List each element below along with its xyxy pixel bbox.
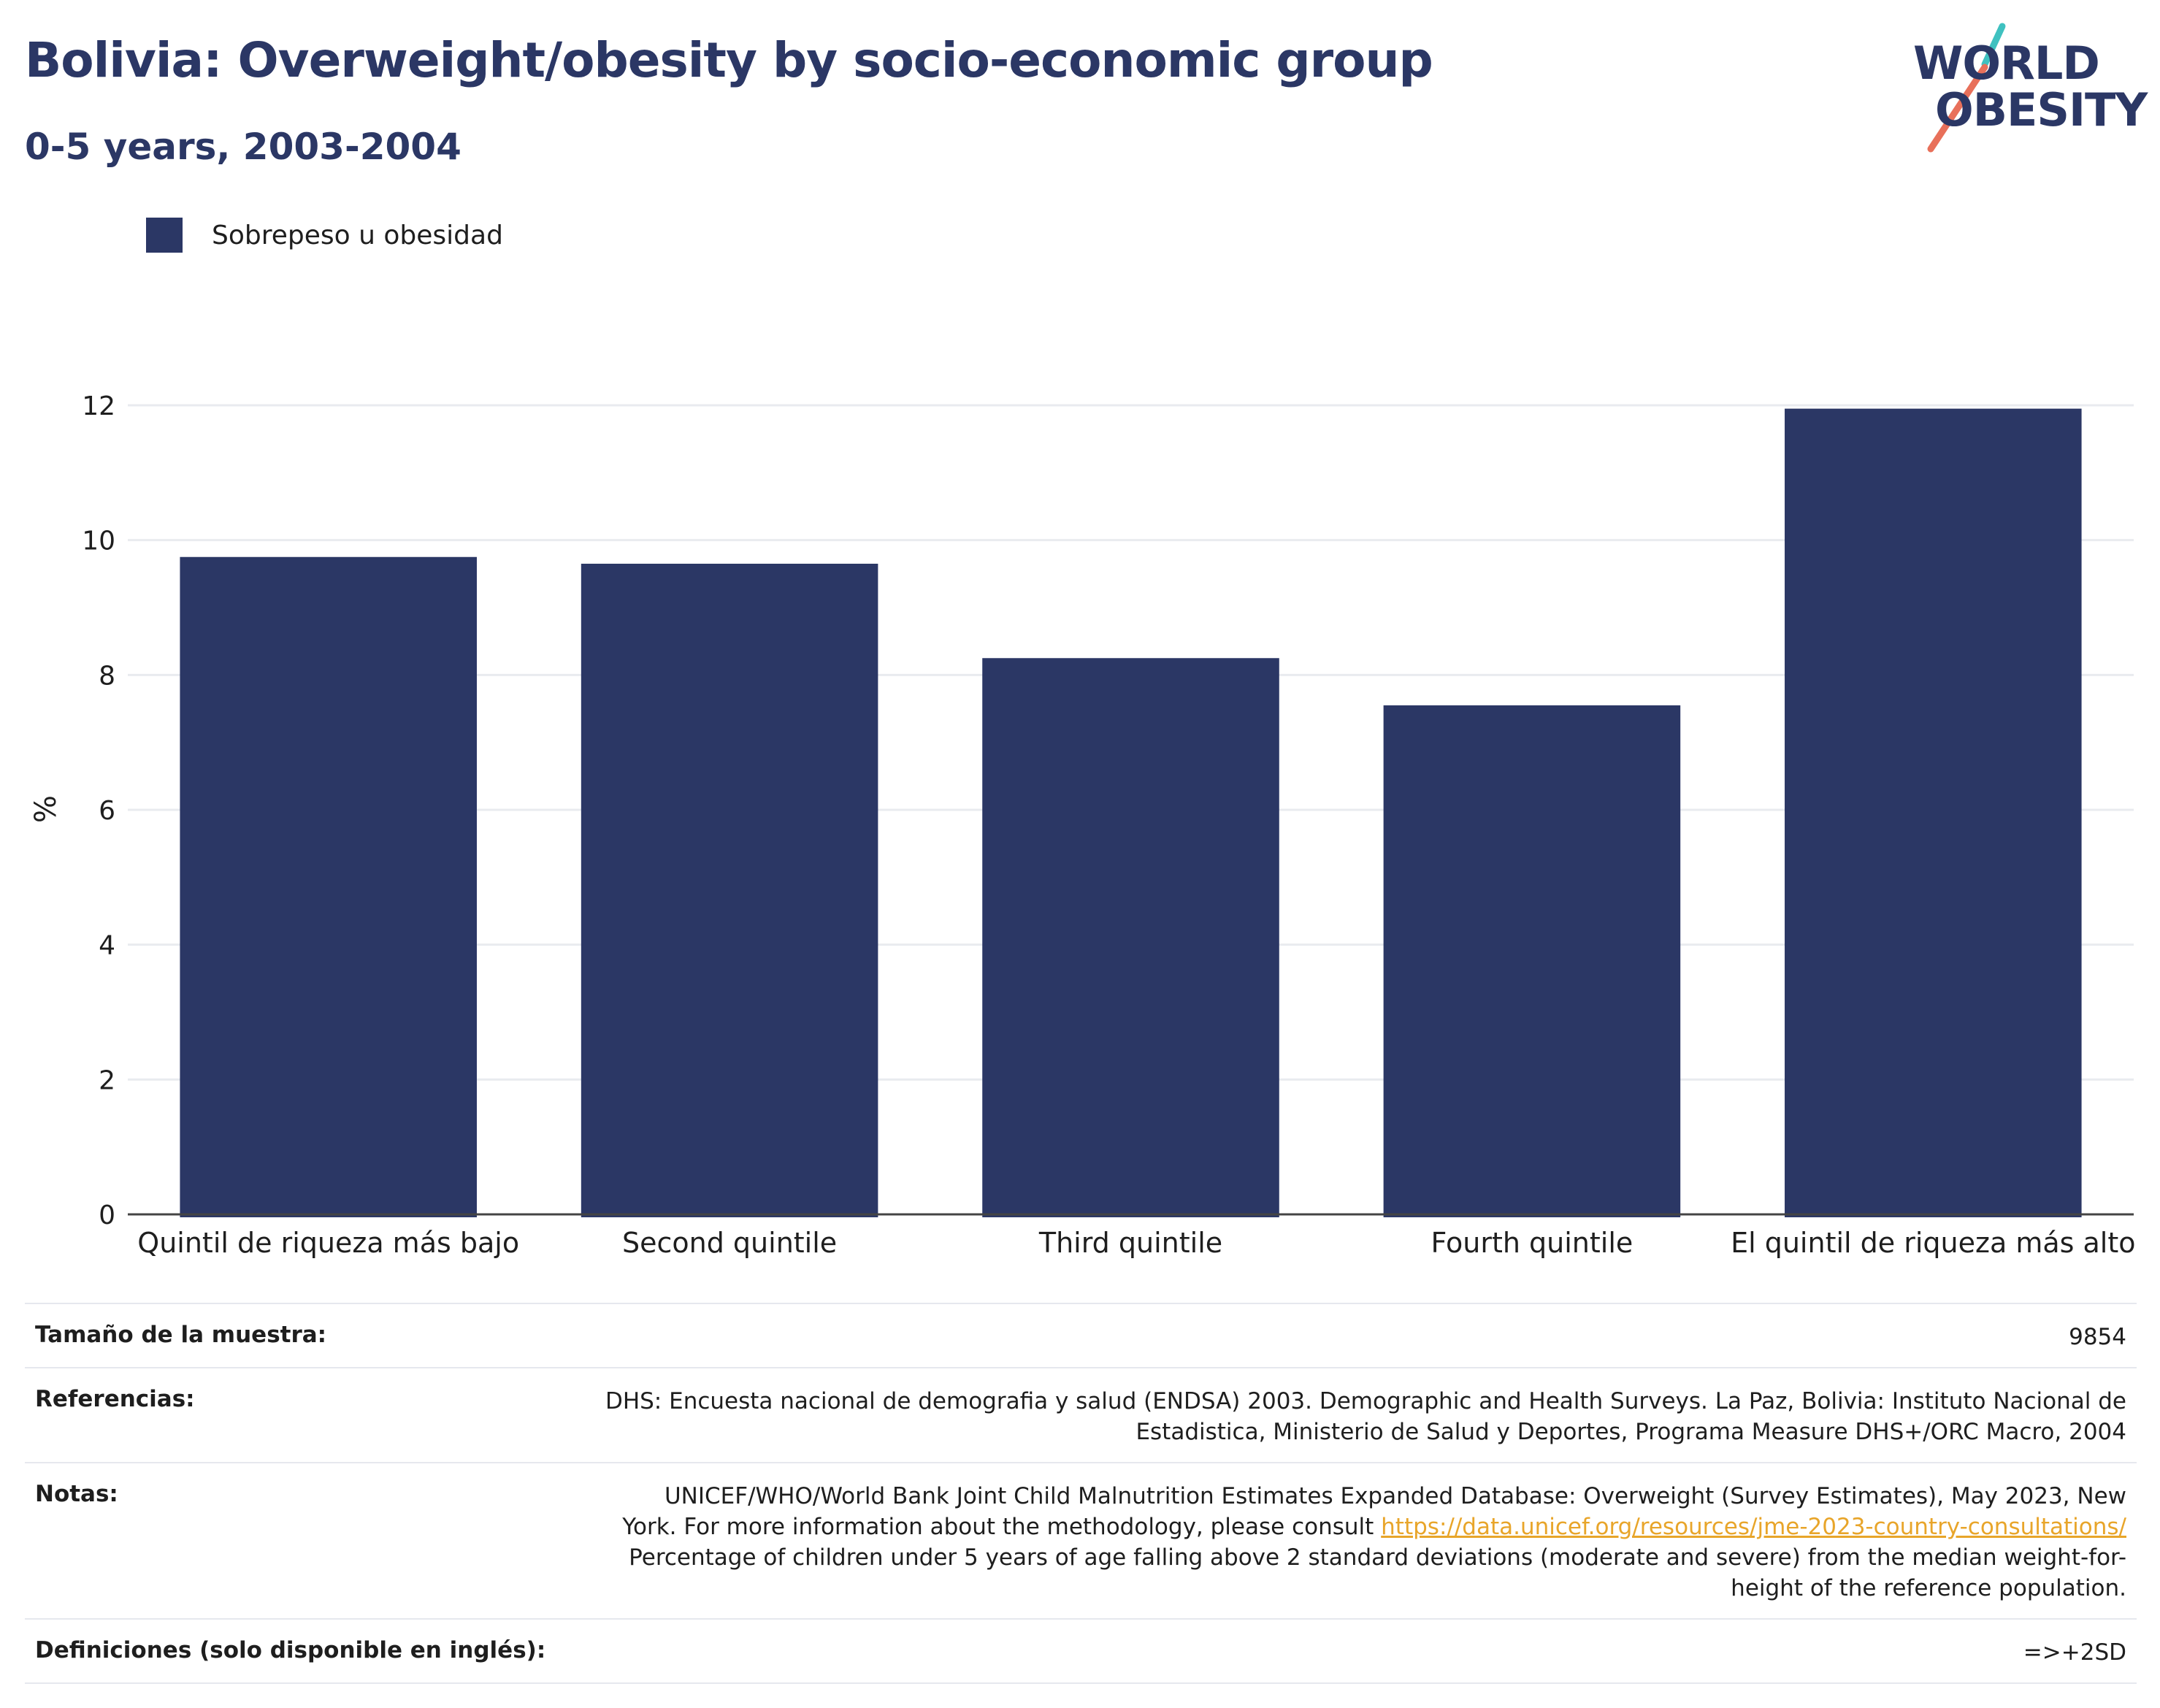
logo-word-world: WORLD [1913, 37, 2100, 90]
methodology-link[interactable]: https://data.unicef.org/resources/jme-20… [1381, 1514, 2126, 1540]
references-label: Referencias: [35, 1386, 195, 1412]
y-tick-label: 2 [99, 1065, 115, 1095]
x-tick-label: Second quintile [622, 1227, 837, 1259]
sample-size-row: Tamaño de la muestra: 9854 [25, 1303, 2137, 1367]
notes-line: height of the reference population. [1731, 1575, 2126, 1601]
notes-label: Notas: [35, 1481, 118, 1507]
references-line: DHS: Encuesta nacional de demografia y s… [605, 1388, 2126, 1414]
legend-swatch [146, 218, 183, 253]
y-tick-label: 10 [82, 526, 115, 556]
world-obesity-logo: WORLD OBESITY [1899, 20, 2148, 159]
chart-title: Bolivia: Overweight/obesity by socio-eco… [25, 32, 1433, 88]
x-tick-label: Quintil de riqueza más bajo [137, 1227, 519, 1259]
bar [581, 563, 878, 1217]
notes-line: UNICEF/WHO/World Bank Joint Child Malnut… [664, 1483, 2126, 1509]
y-tick-label: 0 [99, 1200, 115, 1230]
x-tick-label: Fourth quintile [1431, 1227, 1634, 1259]
bar [1785, 408, 2082, 1217]
metadata-table: Tamaño de la muestra: 9854 Referencias: … [25, 1303, 2137, 1684]
y-tick-label: 6 [99, 796, 115, 826]
logo-word-obesity: OBESITY [1935, 83, 2148, 137]
definitions-row: Definiciones (solo disponible en inglés)… [25, 1618, 2137, 1684]
notes-line: Percentage of children under 5 years of … [629, 1544, 2126, 1571]
notes-row: Notas: UNICEF/WHO/World Bank Joint Child… [25, 1462, 2137, 1618]
bar-chart: 0 2 4 6 8 10 12 Quintil de riqueza más bajo Seco… [82, 391, 2135, 1259]
references-row: Referencias: DHS: Encuesta nacional de d… [25, 1367, 2137, 1462]
notes-line: York. For more information about the met… [622, 1512, 2126, 1542]
bar [982, 658, 1279, 1217]
definitions-label: Definiciones (solo disponible en inglés)… [35, 1637, 546, 1663]
chart-subtitle: 0-5 years, 2003-2004 [25, 126, 462, 168]
notes-value: UNICEF/WHO/World Bank Joint Child Malnut… [622, 1481, 2126, 1604]
sample-size-label: Tamaño de la muestra: [35, 1322, 327, 1348]
logo-slash-icon [1927, 23, 2006, 153]
notes-text: York. For more information about the met… [622, 1514, 1374, 1540]
legend-label: Sobrepeso u obesidad [212, 220, 503, 250]
sample-size-value: 9854 [2069, 1324, 2126, 1350]
x-tick-label: Third quintile [1038, 1227, 1222, 1259]
definitions-value: =>+2SD [2023, 1639, 2126, 1666]
legend: Sobrepeso u obesidad [146, 218, 503, 253]
references-value: DHS: Encuesta nacional de demografia y s… [605, 1386, 2126, 1447]
x-tick-label: El quintil de riqueza más alto [1731, 1227, 2135, 1259]
y-tick-label: 12 [82, 391, 115, 421]
y-tick-label: 8 [99, 661, 115, 691]
y-tick-label: 4 [99, 931, 115, 961]
bar [1383, 705, 1681, 1217]
references-line: Estadistica, Ministerio de Salud y Depor… [1135, 1419, 2126, 1445]
bar [180, 556, 477, 1217]
